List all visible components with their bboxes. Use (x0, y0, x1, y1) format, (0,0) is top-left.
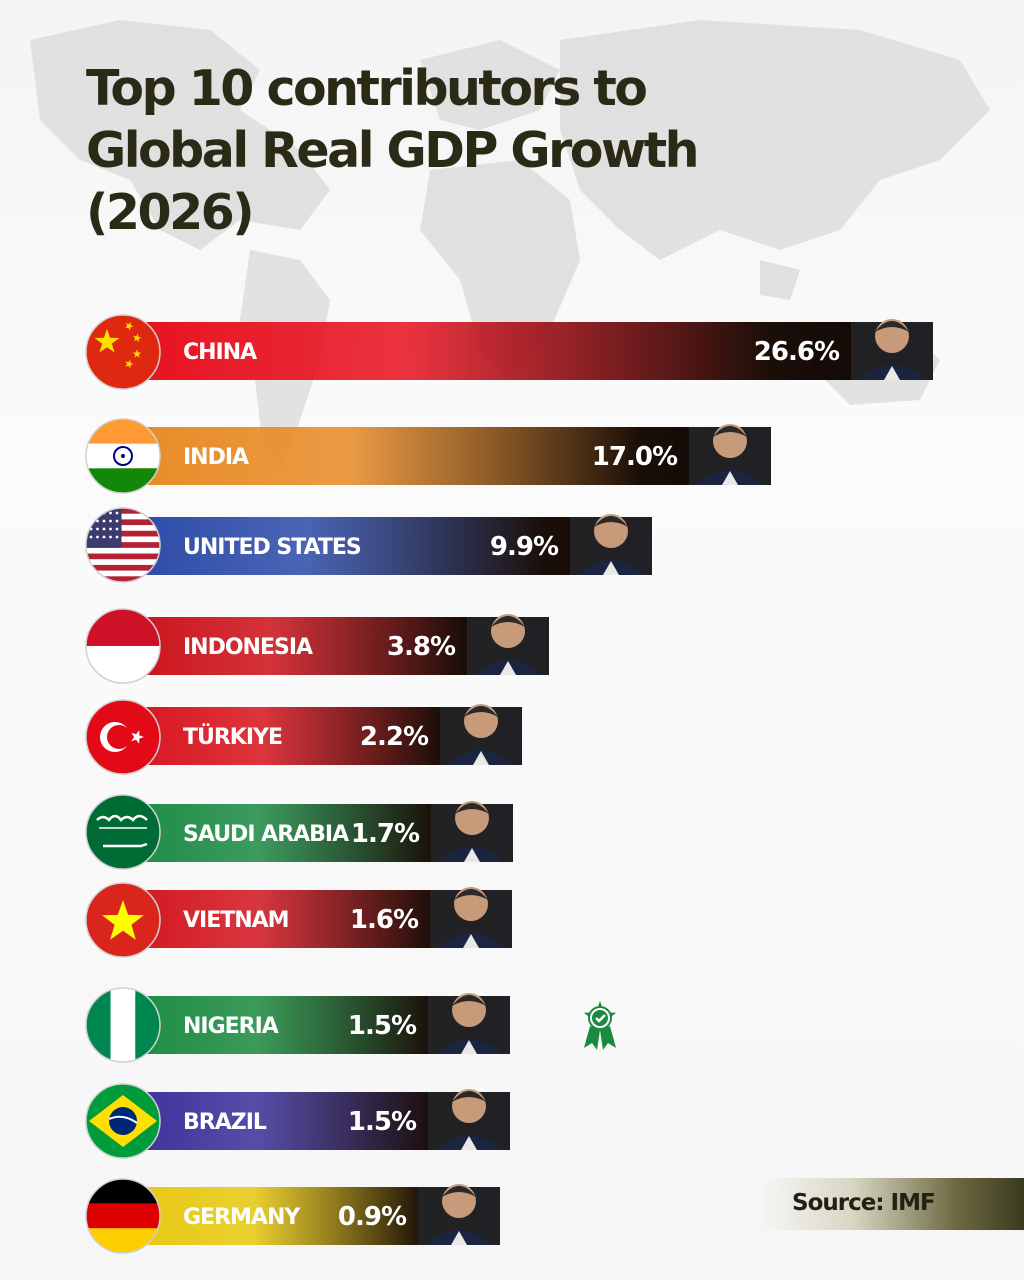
bar-group: BRAZIL 1.5% (85, 1083, 510, 1159)
value-label: 17.0% (592, 442, 678, 472)
china-flag-icon (85, 314, 161, 390)
value-label: 3.8% (387, 632, 456, 662)
chart-title: Top 10 contributors to Global Real GDP G… (86, 60, 700, 241)
category-label: INDONESIA (183, 635, 313, 660)
portrait-icon (418, 1184, 500, 1245)
portrait-icon (467, 614, 549, 675)
bar-group: UNITED STATES 9.9% (85, 507, 652, 583)
category-label: CHINA (183, 340, 257, 365)
bar-group: TÜRKIYE 2.2% (85, 699, 522, 775)
source-banner: Source: IMF (760, 1178, 1024, 1230)
category-label: UNITED STATES (183, 535, 361, 560)
value-label: 26.6% (754, 337, 840, 367)
portrait-icon (431, 801, 513, 862)
portrait-icon (440, 704, 522, 765)
portrait-icon (851, 319, 933, 380)
value-label: 9.9% (490, 532, 559, 562)
value-label: 1.6% (350, 905, 419, 935)
germany-flag-icon (85, 1178, 161, 1254)
bar-group: NIGERIA 1.5% (85, 987, 617, 1063)
portrait-icon (430, 887, 512, 948)
usa-flag-icon (85, 507, 161, 583)
category-label: NIGERIA (183, 1014, 279, 1039)
bar-group: VIETNAM 1.6% (85, 882, 512, 958)
category-label: VIETNAM (183, 908, 289, 933)
vietnam-flag-icon (85, 882, 161, 958)
category-label: TÜRKIYE (183, 724, 282, 750)
brazil-flag-icon (85, 1083, 161, 1159)
saudi-arabia-flag-icon (85, 794, 161, 870)
verified-award-icon (583, 1001, 617, 1050)
bar-group: INDIA 17.0% (85, 418, 771, 494)
portrait-icon (428, 993, 510, 1054)
india-flag-icon (85, 418, 161, 494)
bar-group: SAUDI ARABIA 1.7% (85, 794, 513, 870)
value-label: 2.2% (360, 722, 429, 752)
bar-group: GERMANY 0.9% (85, 1178, 500, 1254)
indonesia-flag-icon (85, 608, 161, 684)
category-label: SAUDI ARABIA (183, 822, 349, 847)
portrait-icon (689, 424, 771, 485)
bar (120, 427, 771, 485)
bar-group: INDONESIA 3.8% (85, 608, 549, 684)
portrait-icon (570, 514, 652, 575)
bar (120, 517, 652, 575)
value-label: 0.9% (338, 1202, 407, 1232)
bar-group: CHINA 26.6% (85, 314, 933, 390)
turkiye-flag-icon (85, 699, 161, 775)
category-label: INDIA (183, 445, 249, 470)
nigeria-flag-icon (85, 987, 161, 1063)
category-label: GERMANY (183, 1205, 301, 1230)
value-label: 1.7% (351, 819, 420, 849)
source-label: Source: IMF (792, 1190, 936, 1216)
category-label: BRAZIL (183, 1110, 267, 1135)
bar (120, 322, 933, 380)
portrait-icon (428, 1089, 510, 1150)
value-label: 1.5% (348, 1107, 417, 1137)
value-label: 1.5% (348, 1011, 417, 1041)
